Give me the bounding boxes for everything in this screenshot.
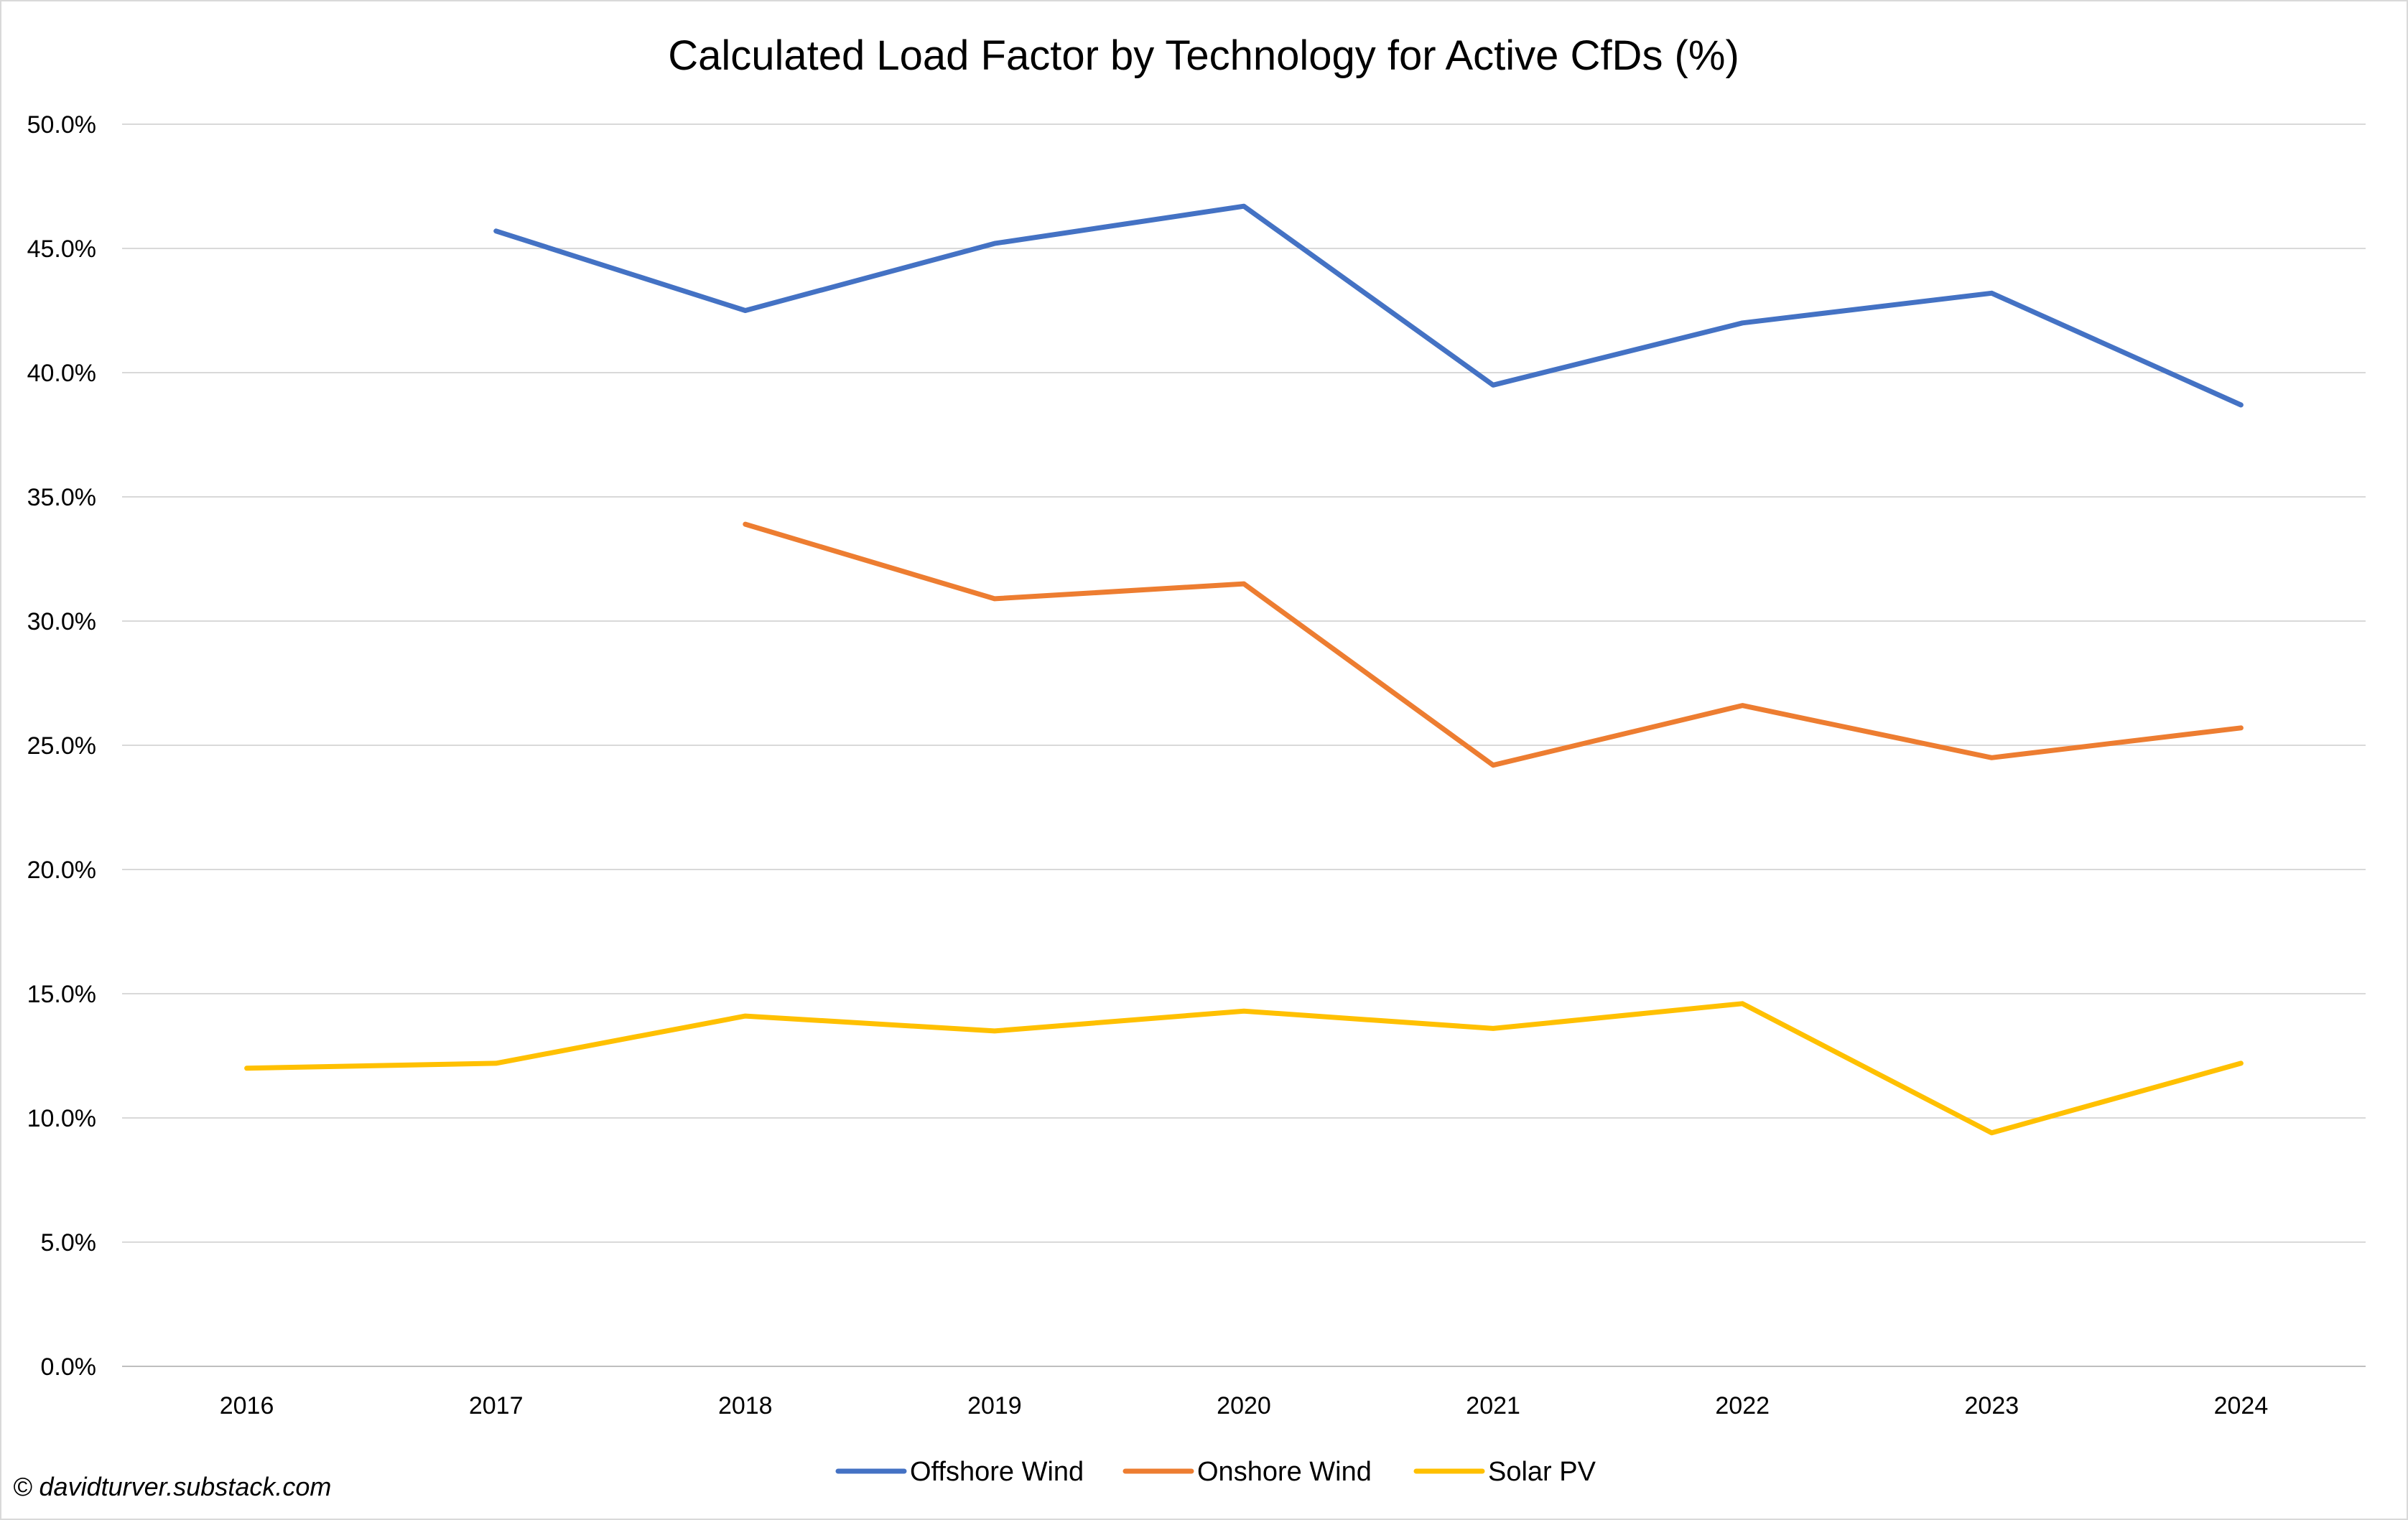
y-tick-label: 0.0% — [41, 1353, 97, 1381]
y-tick-label: 30.0% — [27, 608, 96, 635]
y-tick-label: 40.0% — [27, 360, 96, 387]
x-tick-label: 2019 — [967, 1392, 1022, 1419]
legend-label: Solar PV — [1488, 1457, 1596, 1487]
series-lines — [244, 203, 2244, 1136]
legend-entry: Solar PV — [1413, 1457, 1596, 1487]
chart-title: Calculated Load Factor by Technology for… — [668, 32, 1739, 79]
legend-label: Onshore Wind — [1197, 1457, 1372, 1487]
legend-entry: Offshore Wind — [835, 1457, 1084, 1487]
series-line-offshore-wind — [493, 203, 2244, 408]
y-tick-label: 25.0% — [27, 732, 96, 760]
x-tick-label: 2017 — [469, 1392, 524, 1419]
series-line-onshore-wind — [743, 521, 2244, 768]
x-axis-ticks: 2016 2017 2018 2019 2020 2021 2022 2023 2024 — [220, 1392, 2269, 1419]
x-tick-label: 2016 — [220, 1392, 274, 1419]
y-tick-label: 50.0% — [27, 111, 96, 139]
x-tick-label: 2021 — [1466, 1392, 1520, 1419]
y-axis-ticks: 0.0% 5.0% 10.0% 15.0% 20.0% 25.0% 30.0% 35.0% 40… — [27, 111, 96, 1381]
y-tick-label: 45.0% — [27, 236, 96, 263]
x-tick-label: 2020 — [1217, 1392, 1271, 1419]
x-tick-label: 2024 — [2214, 1392, 2269, 1419]
legend: Offshore Wind Onshore Wind Solar PV — [835, 1457, 1596, 1487]
credit-watermark: © davidturver.substack.com — [13, 1472, 331, 1501]
legend-label: Offshore Wind — [910, 1457, 1084, 1487]
legend-entry: Onshore Wind — [1122, 1457, 1372, 1487]
gridlines — [122, 123, 2366, 1367]
x-tick-label: 2018 — [718, 1392, 773, 1419]
x-tick-label: 2023 — [1965, 1392, 2019, 1419]
x-tick-label: 2022 — [1715, 1392, 1770, 1419]
series-line-solar-pv — [244, 1001, 2244, 1136]
y-tick-label: 20.0% — [27, 857, 96, 884]
y-tick-label: 10.0% — [27, 1105, 96, 1132]
y-tick-label: 15.0% — [27, 981, 96, 1008]
y-tick-label: 5.0% — [41, 1229, 97, 1256]
y-tick-label: 35.0% — [27, 484, 96, 511]
